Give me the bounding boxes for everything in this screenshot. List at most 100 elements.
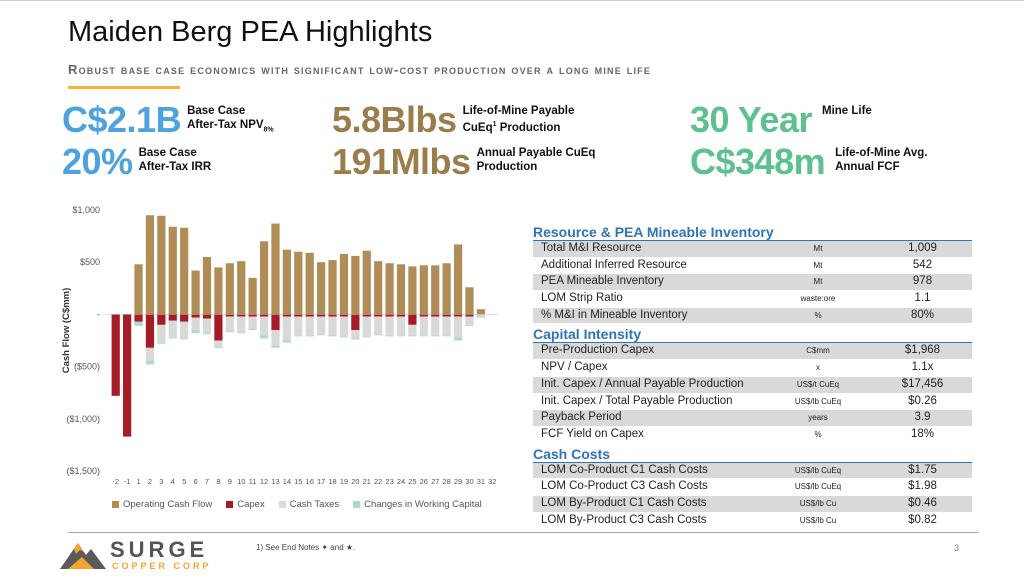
kpi-fcf: C$348m Life-of-Mine Avg. Annual FCF [690,142,928,182]
kpi-mine-life-value: 30 Year [690,99,812,140]
page-subtitle: Robust base case economics with signific… [68,62,652,77]
kpi-irr: 20% Base Case After-Tax IRR [62,142,211,182]
table-row: NPV / Capex x 1.1x [533,360,972,377]
section-cash-costs: Cash Costs LOM Co-Product C1 Cash Costs U… [533,446,972,530]
kpi-npv-label2: After-Tax NPV [187,119,264,131]
row-label: Payback Period [541,411,622,424]
bar-changes-in-working-capital-7 [202,333,212,335]
section-resource: Resource & PEA Mineable Inventory Total … [533,224,972,325]
bar-changes-in-working-capital-1 [134,321,143,326]
row-unit: US$/lb CuEq [794,482,842,492]
legend-item-operating-cash-flow: Operating Cash Flow [112,499,212,510]
x-tick-label: 8 [216,477,220,486]
table-row: LOM Strip Ratio waste:ore 1.1 [533,291,972,308]
bar-capex-30 [465,314,474,317]
x-tick-label: 19 [340,477,348,486]
y-tick-label: ($500) [74,362,100,372]
bar-changes-in-working-capital-14 [282,340,291,343]
row-value: $0.46 [908,496,937,509]
bar-capex-1 [134,314,143,322]
legend-label-working-capital: Changes in Working Capital [364,499,482,510]
bar-operating-cash-flow-7 [202,256,212,315]
row-label: PEA Mineable Inventory [541,275,664,288]
x-tick-label: 20 [351,477,359,486]
bar-capex-2 [145,314,155,348]
table-row: PEA Mineable Inventory Mt 978 [533,274,972,292]
table-row: LOM Co-Product C1 Cash Costs US$/lb CuEq $… [533,462,972,480]
bar-operating-cash-flow-5 [180,227,189,315]
row-unit: waste:ore [800,294,836,304]
bar-operating-cash-flow-27 [431,265,440,315]
kpi-mine-life: 30 Year Mine Life [690,100,872,140]
metrics-tables: Resource & PEA Mineable Inventory Total … [533,224,972,530]
bar-capex-26 [419,314,428,317]
y-tick-label: ($1,000) [66,414,100,424]
x-tick-label: 3 [159,477,163,486]
kpi-annual-production-value: 191Mlbs [332,141,471,182]
row-value: $0.26 [908,394,937,407]
bar-cash-taxes-26 [419,316,428,336]
row-value: $17,456 [901,377,944,390]
bar-capex--2 [111,314,120,396]
table-row: Total M&I Resource Mt 1,009 [533,241,972,258]
bar-operating-cash-flow-13 [271,223,280,315]
table-row: Pre-Production Capex C$mm $1,968 [533,343,972,361]
bar-operating-cash-flow-11 [248,277,257,315]
bar-cash-taxes-14 [282,316,291,341]
bar-operating-cash-flow-2 [145,215,155,315]
kpi-fcf-label1: Life-of-Mine Avg. [835,147,928,159]
row-value: $1.75 [908,463,937,476]
bar-operating-cash-flow-10 [237,261,246,315]
kpi-lom-production-value: 5.8Blbs [332,99,457,140]
table-row: LOM By-Product C3 Cash Costs US$/lb Cu $0.… [533,512,972,530]
table-row: LOM Co-Product C3 Cash Costs US$/lb CuEq $… [533,479,972,496]
bar-operating-cash-flow-25 [408,266,417,315]
bar-changes-in-working-capital-30 [465,324,474,326]
bar-cash-taxes-6 [191,317,200,331]
section-title-cash-costs: Cash Costs [533,445,611,462]
bar-changes-in-working-capital-6 [191,330,200,334]
y-tick-label: - [97,309,100,319]
bar-capex-10 [237,314,246,317]
y-tick-label: ($1,500) [66,466,100,476]
bar-changes-in-working-capital-21 [362,336,371,338]
row-value: 3.9 [914,411,931,424]
kpi-npv: C$2.1B Base Case After-Tax NPV8% [62,100,274,140]
row-unit: % [814,310,822,320]
kpi-lom-production-label2: CuEq [462,121,493,134]
x-tick-label: 18 [328,477,336,486]
bar-changes-in-working-capital-27 [431,335,440,337]
bar-capex-24 [396,314,406,317]
endnote: 1) See End Notes ✦ and ★. [256,543,356,552]
footer-rule [68,532,978,533]
row-label: LOM Strip Ratio [541,292,623,305]
x-tick-label: -1 [124,477,131,486]
bar-changes-in-working-capital-18 [328,335,337,337]
bar-capex-20 [351,314,360,331]
bar-cash-taxes-20 [351,330,360,339]
bar-cash-taxes-3 [157,324,166,343]
legend-swatch-capex [226,501,234,508]
x-tick-label: 27 [431,477,439,486]
x-tick-label: 23 [385,477,393,486]
bar-operating-cash-flow-4 [168,226,177,315]
x-tick-label: 4 [171,477,175,486]
bar-operating-cash-flow-20 [351,255,360,315]
section-capital-intensity: Capital Intensity Pre-Production Capex C$… [533,326,972,444]
bar-capex-18 [328,314,337,317]
x-tick-label: 31 [477,477,485,486]
bar-changes-in-working-capital-20 [351,338,360,340]
row-value: 80% [910,308,935,321]
bar-operating-cash-flow-18 [328,260,337,315]
y-tick-label: $1,000 [72,205,100,215]
bar-cash-taxes-23 [385,316,394,336]
table-row: Init. Capex / Annual Payable Production U… [533,376,972,394]
bar-operating-cash-flow-30 [465,287,474,315]
bar-capex-25 [408,314,417,325]
bar-changes-in-working-capital-11 [248,329,257,331]
y-tick-label: $500 [80,257,100,267]
bar-operating-cash-flow-12 [259,241,269,315]
bar-capex-22 [374,314,383,317]
row-label: Additional Inferred Resource [541,258,687,271]
top-border [0,0,1024,1]
